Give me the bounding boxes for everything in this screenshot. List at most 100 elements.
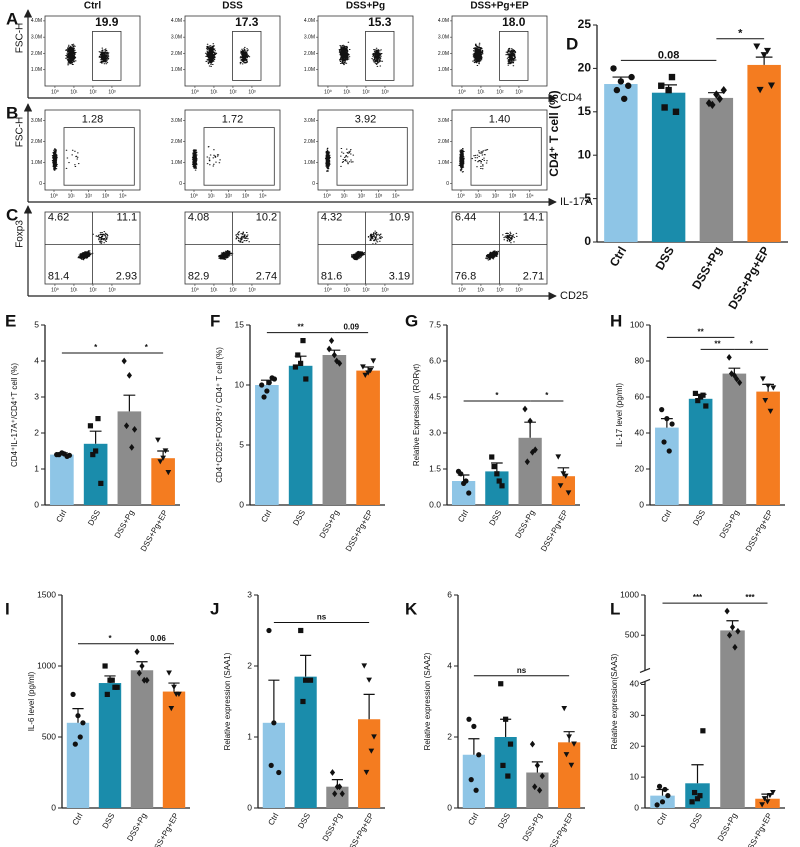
data-point <box>366 677 372 683</box>
bar <box>50 454 74 505</box>
data-point <box>628 73 635 81</box>
data-point <box>368 748 375 754</box>
x-tick-label: 10¹ <box>210 287 218 293</box>
x-tick-label: 10² <box>362 89 370 95</box>
x-tick-label: 10⁰ <box>51 287 59 293</box>
data-point <box>298 360 304 366</box>
bar <box>651 92 686 242</box>
y-tick-label: 40 <box>635 427 645 437</box>
data-point <box>131 426 138 433</box>
x-tick-label: DSS+Pg <box>718 509 741 540</box>
x-tick-label: 10³ <box>108 287 116 293</box>
data-point <box>566 734 572 740</box>
data-point <box>763 47 771 55</box>
data-point <box>668 73 676 81</box>
data-point <box>672 108 680 115</box>
group-label: DSS+Pg <box>346 1 385 12</box>
data-point <box>532 783 538 791</box>
gate-percent: 15.3 <box>368 15 392 29</box>
data-point <box>336 783 343 791</box>
x-tick-label: Ctrl <box>266 811 280 826</box>
data-point <box>104 691 110 697</box>
y-tick-label: 2.0M <box>171 139 182 145</box>
data-point <box>173 691 180 697</box>
data-point <box>298 627 304 634</box>
event-cloud <box>502 231 518 244</box>
data-point <box>700 392 706 398</box>
data-point <box>555 454 562 460</box>
panel-letter: D <box>566 34 578 53</box>
event-cloud <box>458 148 465 173</box>
data-point <box>141 676 147 684</box>
data-point <box>476 752 482 758</box>
quadrant-percent: 2.71 <box>523 271 544 283</box>
x-tick-label: 10⁰ <box>324 89 332 95</box>
data-point <box>762 398 769 404</box>
significance-label: ** <box>714 340 721 349</box>
data-point <box>756 86 764 94</box>
y-tick-label: 2.0M <box>31 51 42 57</box>
event-cloud <box>472 42 484 66</box>
y-tick-label: 3.0M <box>31 34 42 40</box>
x-tick-label: 10⁴ <box>259 193 267 199</box>
data-point <box>473 787 479 793</box>
plot-frame <box>317 109 414 191</box>
y-tick-label: 10 <box>578 147 592 161</box>
y-tick-label: 1.0M <box>31 67 42 73</box>
error-bar <box>500 718 512 737</box>
x-tick-label: 10² <box>229 287 237 293</box>
y-tick-label: 1.0M <box>438 67 449 73</box>
y-tick-label: 0 <box>639 499 644 509</box>
data-point <box>328 337 335 344</box>
y-tick-label: 3.0M <box>304 118 315 124</box>
data-point <box>129 444 135 451</box>
x-tick-label: 10³ <box>515 89 523 95</box>
data-point <box>370 358 377 364</box>
x-tick-label: 10² <box>362 287 370 293</box>
x-tick-label: DSS+Pg+EP <box>150 812 181 847</box>
x-axis-label: CD25 <box>560 290 588 302</box>
x-tick-label: Ctrl <box>659 508 673 523</box>
significance-label: * <box>108 634 112 643</box>
x-tick-label: DSS+Pg+EP <box>139 509 170 554</box>
data-point <box>500 762 506 768</box>
data-point <box>334 357 340 365</box>
y-tick-label: 3.0M <box>304 34 315 40</box>
bar <box>558 742 581 808</box>
data-point <box>126 372 132 379</box>
data-point <box>726 631 733 639</box>
x-tick-label: 10² <box>89 89 97 95</box>
error-bar <box>89 430 102 444</box>
data-point <box>735 627 741 635</box>
y-tick-label: 1000 <box>620 589 639 599</box>
data-point <box>466 490 472 496</box>
data-point <box>527 417 533 425</box>
quadrant-percent: 81.6 <box>321 271 342 283</box>
data-point <box>292 364 299 370</box>
data-point <box>691 789 698 796</box>
significance-label: *** <box>745 593 755 602</box>
bar <box>262 722 285 808</box>
data-point <box>329 769 336 776</box>
data-point <box>109 677 115 683</box>
x-tick-label: 10² <box>496 287 504 293</box>
y-tick-label: 7.5 <box>429 319 441 329</box>
y-tick-label: 0 <box>447 802 452 812</box>
group-label: DSS <box>222 1 243 12</box>
event-cloud <box>191 149 198 171</box>
error-bar <box>300 654 312 677</box>
y-tick-label: 3.0 <box>429 427 441 437</box>
x-tick-label: 10¹ <box>475 193 483 199</box>
y-tick-label: 3 <box>247 589 252 599</box>
quadrant-percent: 4.32 <box>321 212 342 224</box>
data-point <box>66 452 73 458</box>
significance-label: 0.08 <box>658 49 679 61</box>
x-tick-label: DSS <box>653 244 677 272</box>
data-point <box>613 86 621 94</box>
x-tick-label: 10¹ <box>70 89 78 95</box>
data-point <box>697 793 703 799</box>
data-point <box>295 352 301 358</box>
panel-letter: F <box>210 311 220 330</box>
error-bar <box>123 394 136 412</box>
